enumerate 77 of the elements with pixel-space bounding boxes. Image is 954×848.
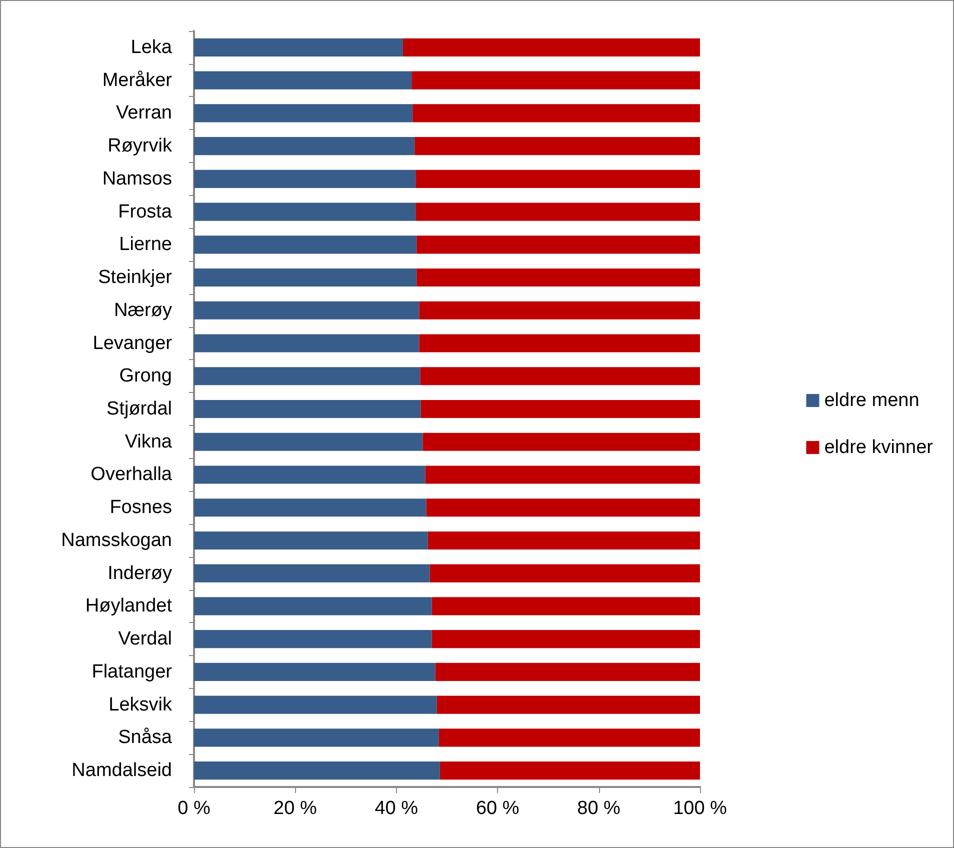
bar xyxy=(426,498,700,517)
bar xyxy=(194,597,432,616)
bar xyxy=(194,400,421,418)
y-tick-label: Verdal xyxy=(118,628,172,650)
bar xyxy=(420,400,700,418)
bar xyxy=(412,71,700,90)
bar xyxy=(420,367,700,386)
y-tick-label: Namsskogan xyxy=(61,530,172,551)
bar xyxy=(194,334,420,352)
bar xyxy=(412,104,700,122)
bar xyxy=(438,728,700,747)
bar xyxy=(194,71,412,90)
bar xyxy=(414,137,700,156)
bar xyxy=(194,104,413,122)
bar xyxy=(194,466,426,484)
bar xyxy=(194,728,439,747)
bar xyxy=(194,531,428,550)
y-tick-label: Høylandet xyxy=(85,596,173,617)
y-tick-label: Grong xyxy=(119,366,172,387)
y-tick-label: Stjørdal xyxy=(106,398,172,420)
y-tick-label: Steinkjer xyxy=(98,267,173,288)
bar xyxy=(432,597,700,616)
y-tick-label: Namdalseid xyxy=(72,760,172,782)
bar xyxy=(416,236,700,254)
bar xyxy=(194,137,415,156)
y-tick-label: Nærøy xyxy=(114,300,172,321)
bar xyxy=(402,38,700,56)
bar xyxy=(419,334,700,352)
bar xyxy=(194,662,436,681)
bar xyxy=(436,696,700,714)
y-tick-label: Vikna xyxy=(124,431,172,452)
y-tick-label: Fosnes xyxy=(110,497,172,518)
bar xyxy=(430,564,700,582)
legend-label: eldre kvinner xyxy=(824,437,934,458)
x-tick-label: 100 % xyxy=(673,798,728,819)
bar xyxy=(416,202,700,221)
x-tick-label: 80 % xyxy=(577,798,621,819)
bar xyxy=(194,696,437,714)
y-tick-label: Frosta xyxy=(118,201,172,222)
bar xyxy=(194,301,420,320)
y-tick-label: Røyrvik xyxy=(108,136,172,157)
bar xyxy=(194,170,416,188)
x-tick-label: 60 % xyxy=(476,798,520,819)
y-tick-label: Inderøy xyxy=(108,562,172,584)
bar xyxy=(194,268,417,287)
x-tick-label: 40 % xyxy=(374,798,418,819)
y-tick-label: Levanger xyxy=(92,332,173,354)
bar xyxy=(419,301,700,320)
y-tick-label: Meråker xyxy=(102,70,173,91)
bar xyxy=(194,202,416,221)
bar xyxy=(440,762,700,780)
bar xyxy=(194,564,430,582)
y-tick-label: Verran xyxy=(116,102,172,124)
y-tick-label: Namsos xyxy=(102,168,172,190)
bar xyxy=(194,762,440,780)
x-tick-label: 0 % xyxy=(178,798,210,819)
bar xyxy=(416,170,700,188)
y-tick-label: Leka xyxy=(130,36,172,58)
y-tick-label: Lierne xyxy=(119,234,172,256)
y-tick-label: Leksvik xyxy=(108,694,172,716)
x-tick-label: 20 % xyxy=(274,798,317,819)
bar xyxy=(425,466,700,484)
bar xyxy=(194,38,403,56)
y-tick-label: Overhalla xyxy=(90,464,172,486)
bar xyxy=(194,630,432,648)
bar xyxy=(432,630,700,648)
bar xyxy=(416,268,700,287)
bar xyxy=(194,498,426,517)
y-tick-label: Flatanger xyxy=(92,661,173,682)
y-tick-label: Snåsa xyxy=(118,727,172,748)
legend-label: eldre menn xyxy=(824,390,920,411)
bar xyxy=(194,432,423,451)
bar xyxy=(194,367,420,386)
bar xyxy=(422,432,700,451)
bar xyxy=(194,236,417,254)
bar xyxy=(435,662,700,681)
bar xyxy=(428,531,700,550)
